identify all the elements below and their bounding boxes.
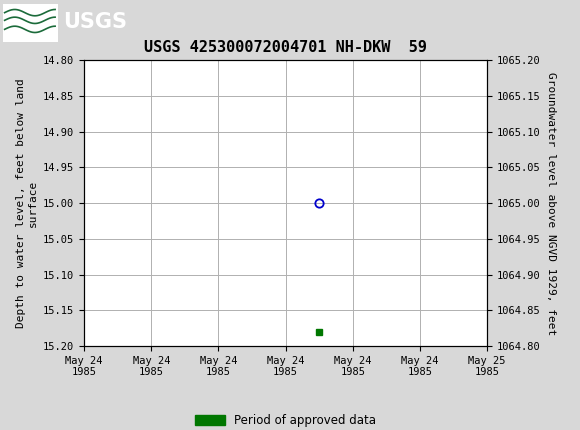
Y-axis label: Groundwater level above NGVD 1929, feet: Groundwater level above NGVD 1929, feet (546, 71, 556, 335)
Text: USGS 425300072004701 NH-DKW  59: USGS 425300072004701 NH-DKW 59 (144, 40, 427, 55)
Text: USGS: USGS (63, 12, 126, 32)
Legend: Period of approved data: Period of approved data (190, 409, 381, 430)
Y-axis label: Depth to water level, feet below land
surface: Depth to water level, feet below land su… (16, 78, 38, 328)
Bar (3, 3, 58, 42)
